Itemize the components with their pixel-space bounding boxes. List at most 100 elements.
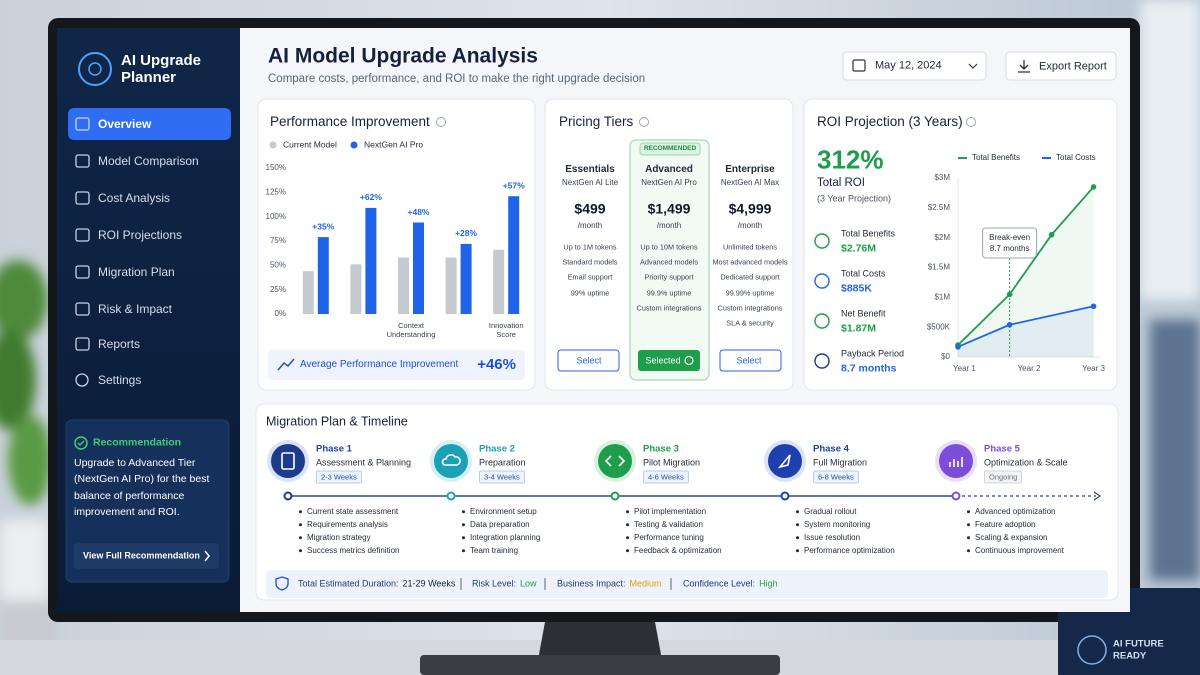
phase-task: Performance optimization xyxy=(796,546,895,556)
tier-button-label[interactable]: Select xyxy=(736,355,762,366)
annotation-text: 8.7 months xyxy=(990,244,1030,253)
tier-feature: Standard models xyxy=(562,257,618,267)
bar-annotation: +48% xyxy=(408,207,430,217)
tier-model: NextGen AI Max xyxy=(720,178,780,188)
date-picker[interactable] xyxy=(842,51,987,81)
summary-item-label: Risk Level: xyxy=(472,578,517,589)
legend-label: Total Benefits xyxy=(972,153,1020,162)
mug-text: AI FUTURE xyxy=(1113,638,1164,650)
nav-item[interactable]: Overview xyxy=(98,116,152,131)
summary-item: Confidence Level: High xyxy=(683,579,778,590)
tier-button-label[interactable]: Select xyxy=(576,355,602,366)
summary-separators xyxy=(460,578,672,590)
phase-task: Data preparation xyxy=(462,520,530,530)
download-icon xyxy=(1018,60,1030,73)
bar xyxy=(317,237,329,314)
summary-item-value: 21-29 Weeks xyxy=(402,578,456,589)
y-tick-label: $1.5M xyxy=(928,263,951,272)
selected-check xyxy=(684,355,694,366)
blurred-office xyxy=(0,0,1200,650)
summary-label: Average Performance Improvement xyxy=(300,359,459,370)
tier-name: Advanced xyxy=(645,164,693,175)
roi-value: 312% xyxy=(817,144,884,175)
metric-value: $1.87M xyxy=(841,322,877,335)
x-tick-label: Year 1 xyxy=(953,364,976,373)
series-point xyxy=(1048,231,1055,238)
phase-task: Feature adoption xyxy=(967,520,1036,530)
x-tick-label: Context Understanding xyxy=(387,321,436,339)
recommendation-text: Upgrade to Advanced Tier (NextGen AI Pro… xyxy=(74,457,210,518)
phase-task: Team training xyxy=(462,546,518,556)
recommended-badge-label: RECOMMENDED xyxy=(643,145,697,153)
tier-feature: Advanced models xyxy=(639,257,699,267)
series-point xyxy=(1006,291,1013,298)
nav-item[interactable]: Risk & Impact xyxy=(98,301,173,316)
summary-value: +46% xyxy=(477,356,516,373)
tier-model: NextGen AI Pro xyxy=(641,178,697,188)
tier-button-label[interactable]: Selected xyxy=(645,355,681,366)
check-mark xyxy=(77,440,85,447)
page-title: AI Model Upgrade Analysis xyxy=(268,44,538,68)
mug-text: READY xyxy=(1113,650,1147,662)
phase-task: Issue resolution xyxy=(796,533,860,543)
summary-item: Total Estimated Duration: 21-29 Weeks xyxy=(298,579,455,590)
nav-item[interactable]: Settings xyxy=(98,372,142,387)
phase-label: Phase 2 xyxy=(479,443,515,455)
legend-label: NextGen AI Pro xyxy=(364,139,423,149)
card-title: ROI Projection (3 Years) xyxy=(817,113,963,129)
recommendation-button-label[interactable]: View Full Recommendation xyxy=(83,550,200,561)
phase-duration: 3-4 Weeks xyxy=(479,470,525,484)
y-tick-label: $2M xyxy=(934,233,950,242)
recommendation-title: Recommendation xyxy=(93,436,182,449)
roi-card xyxy=(803,98,1118,391)
export-button[interactable] xyxy=(1005,51,1117,81)
x-tick-label: Year 2 xyxy=(1018,364,1041,373)
nav-item[interactable]: Model Comparison xyxy=(98,153,199,168)
legend-swatch xyxy=(269,141,277,149)
select-button[interactable] xyxy=(719,349,782,372)
metric-label: Total Benefits xyxy=(841,228,896,239)
y-tick-label: 50% xyxy=(270,260,286,269)
tier-feature: Email support xyxy=(567,273,613,283)
info-icons xyxy=(436,117,976,127)
chevron xyxy=(204,550,210,562)
metric-label: Total Costs xyxy=(841,268,886,279)
bar xyxy=(508,196,520,314)
nav-icons xyxy=(75,117,90,387)
monitor-stand xyxy=(538,622,662,660)
date-label[interactable]: May 12, 2024 xyxy=(875,59,942,72)
brand-icon-core xyxy=(88,62,102,76)
average-box xyxy=(268,350,525,380)
phase-task: Success metrics definition xyxy=(299,546,399,556)
series-point xyxy=(1090,184,1097,190)
nav-item[interactable]: Reports xyxy=(98,336,141,351)
export-label[interactable]: Export Report xyxy=(1039,60,1107,73)
phase-task: Gradual rollout xyxy=(796,507,856,517)
phase-label: Phase 4 xyxy=(813,443,849,455)
nav-item[interactable]: Migration Plan xyxy=(98,264,175,279)
summary-item-value: High xyxy=(759,578,778,589)
phase-duration: 6-8 Weeks xyxy=(813,470,859,484)
x-tick-label: Year 3 xyxy=(1082,364,1105,373)
calendar-icon xyxy=(852,59,866,72)
legend-label: Current Model xyxy=(283,139,337,149)
metric-value: $2.76M xyxy=(841,242,877,255)
bar xyxy=(445,257,457,314)
nav-item[interactable]: Cost Analysis xyxy=(98,190,171,205)
nav-item[interactable]: ROI Projections xyxy=(98,227,183,242)
select-button[interactable] xyxy=(557,349,620,372)
tier-feature: Priority support xyxy=(644,273,694,283)
recommendation-button[interactable] xyxy=(74,543,219,569)
bar xyxy=(302,271,314,314)
phase-duration: 2-3 Weeks xyxy=(316,470,362,484)
y-tick-label: $500K xyxy=(927,322,951,331)
bar xyxy=(493,249,505,314)
y-tick-label: 75% xyxy=(270,236,286,245)
bar-annotation: +28% xyxy=(455,228,477,238)
metric-label: Payback Period xyxy=(841,348,905,359)
phase-task: Environment setup xyxy=(462,507,537,517)
phase-duration: 4-6 Weeks xyxy=(643,470,689,484)
summary-bar xyxy=(266,570,1108,598)
selected-button[interactable] xyxy=(638,350,700,371)
